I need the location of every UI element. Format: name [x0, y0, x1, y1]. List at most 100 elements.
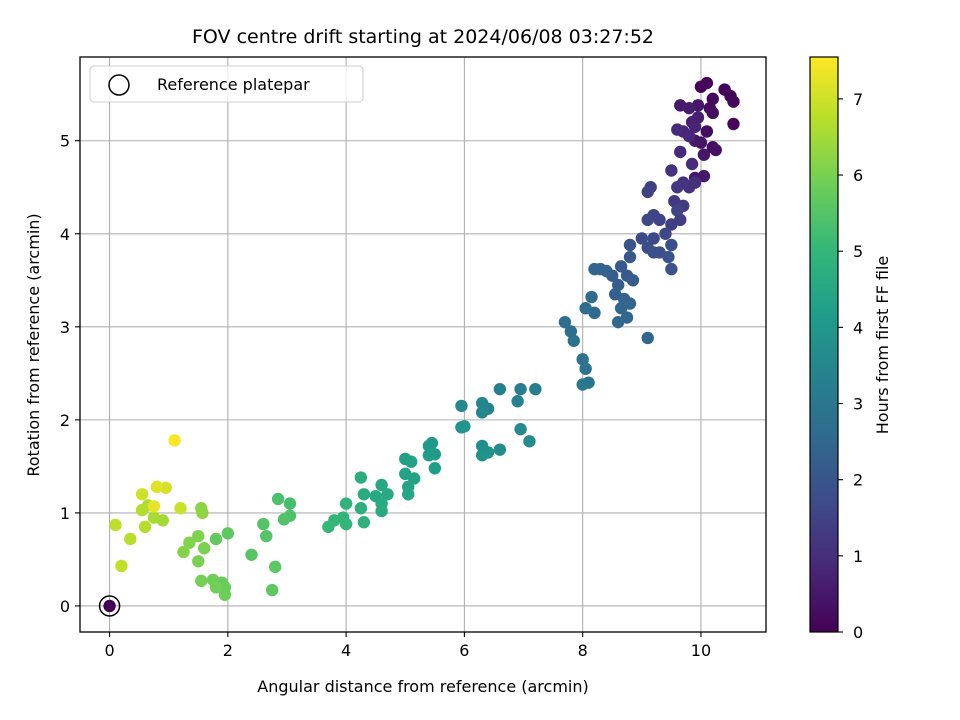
data-point [641, 331, 654, 345]
data-point [357, 516, 371, 529]
colorbar-tick-label: 2 [853, 471, 863, 490]
data-point [641, 185, 654, 199]
colorbar-label: Hours from first FF file [873, 256, 892, 435]
x-tick-label: 6 [459, 641, 469, 660]
x-tick-label: 8 [578, 641, 588, 660]
data-point [218, 588, 232, 601]
data-point [688, 120, 702, 133]
colorbar-tick-label: 4 [853, 318, 863, 337]
data-point [558, 315, 572, 329]
data-point [706, 106, 719, 120]
x-tick-label: 0 [104, 641, 114, 660]
data-point [709, 143, 722, 157]
x-tick-label: 10 [691, 641, 711, 660]
x-tick-label: 2 [223, 641, 233, 660]
data-point [576, 378, 589, 391]
data-point [135, 488, 149, 501]
data-point [493, 382, 507, 396]
plot-frame [79, 56, 767, 633]
data-point [682, 129, 696, 143]
x-axis-ticks: 0 2 4 6 8 10 [104, 632, 711, 660]
data-point [277, 513, 291, 526]
data-point [647, 246, 660, 259]
data-point [475, 406, 489, 419]
data-point [614, 302, 628, 315]
data-point [700, 76, 714, 90]
data-point [124, 532, 137, 546]
data-point [147, 500, 161, 513]
data-point [375, 478, 388, 492]
data-point [727, 117, 740, 131]
data-point [138, 520, 152, 534]
data-point [475, 449, 489, 462]
data-point [404, 455, 418, 468]
colorbar-tick-label: 1 [853, 547, 863, 566]
data-point [109, 518, 122, 532]
y-tick-label: 2 [60, 411, 70, 430]
data-point [195, 574, 208, 588]
data-point [257, 517, 270, 531]
data-point [659, 227, 672, 240]
data-point [339, 517, 353, 531]
data-point [428, 462, 442, 475]
data-point [375, 504, 388, 518]
data-point [564, 325, 578, 338]
data-point [354, 471, 368, 484]
data-point [662, 250, 675, 264]
data-point [402, 488, 415, 501]
data-point [514, 422, 527, 436]
data-point [422, 449, 436, 462]
data-point [381, 488, 394, 501]
data-point [196, 506, 209, 520]
data-point [635, 232, 649, 245]
plot-area [80, 57, 766, 632]
data-point [700, 125, 714, 138]
colorbar-tick-label: 7 [853, 90, 863, 109]
data-point [174, 502, 187, 515]
data-point [697, 148, 711, 161]
data-point [455, 399, 468, 413]
data-point [665, 218, 678, 231]
data-point [514, 382, 527, 396]
colorbar-tick-label: 0 [853, 623, 863, 642]
data-point [103, 599, 116, 613]
data-point [674, 145, 687, 159]
data-point [623, 250, 637, 264]
data-point [641, 213, 654, 227]
data-point [265, 583, 279, 597]
data-point [209, 581, 223, 594]
legend-label: Reference platepar [157, 75, 310, 94]
data-point [665, 262, 678, 276]
data-point [135, 503, 149, 517]
y-axis-ticks: 0 1 2 3 4 5 [60, 132, 80, 616]
legend-box [89, 65, 364, 103]
data-point [271, 492, 285, 506]
legend-marker-hollow-circle [108, 74, 130, 96]
data-point [458, 420, 471, 433]
y-tick-label: 1 [60, 504, 70, 523]
y-tick-label: 4 [60, 225, 70, 244]
data-point [283, 497, 297, 510]
data-point [209, 532, 223, 546]
data-point [192, 555, 205, 568]
data-point [623, 238, 637, 252]
data-point [245, 548, 258, 561]
data-point [682, 101, 696, 115]
data-point [685, 157, 699, 171]
data-point [579, 362, 592, 375]
data-point [177, 545, 190, 559]
data-point [567, 334, 581, 347]
data-point [357, 488, 371, 501]
data-point [579, 302, 592, 315]
data-point [727, 95, 740, 108]
y-tick-label: 3 [60, 318, 70, 337]
data-point [614, 260, 628, 273]
data-point [671, 181, 684, 194]
data-point [647, 232, 660, 245]
data-point [354, 502, 368, 515]
y-tick-label: 5 [60, 132, 70, 151]
y-axis-label: Rotation from reference (arcmin) [24, 213, 43, 476]
data-point [168, 434, 181, 447]
y-tick-label: 0 [60, 597, 70, 616]
data-point [529, 382, 542, 396]
